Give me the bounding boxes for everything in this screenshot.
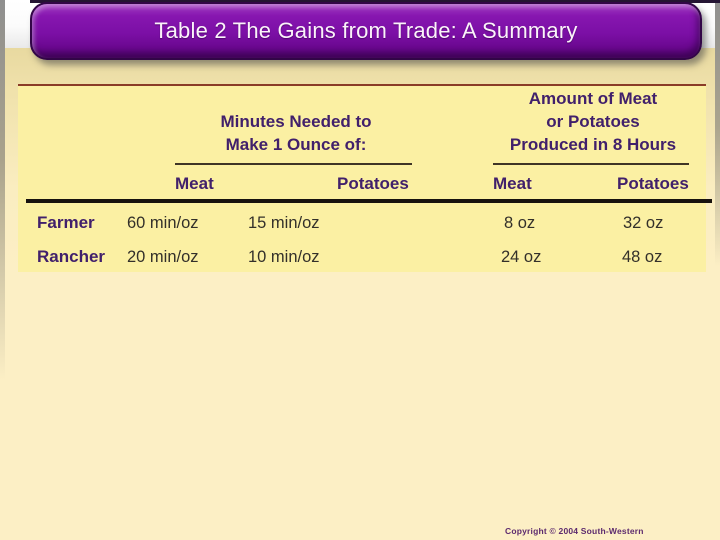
group-header-amount-line1: Amount of Meat — [528, 89, 658, 108]
top-border-line — [30, 0, 720, 3]
cell-farmer-potatoes-minutes: 15 min/oz — [248, 214, 320, 232]
cell-rancher-meat-amount: 24 oz — [501, 248, 542, 266]
left-edge-strip — [0, 0, 5, 400]
group-header-minutes: Minutes Needed to Make 1 Ounce of: — [146, 110, 446, 156]
group-header-minutes-line2: Make 1 Ounce of: — [225, 135, 367, 154]
group-header-minutes-line1: Minutes Needed to — [220, 112, 372, 131]
cell-rancher-potatoes-minutes: 10 min/oz — [248, 248, 320, 266]
cell-rancher-meat-minutes: 20 min/oz — [127, 248, 199, 266]
table-panel: Minutes Needed to Make 1 Ounce of: Amoun… — [18, 84, 712, 272]
cell-farmer-meat-amount: 8 oz — [504, 214, 536, 232]
copyright-notice: Copyright © 2004 South-Western — [505, 526, 644, 536]
group-header-amount: Amount of Meat or Potatoes Produced in 8… — [443, 87, 720, 156]
right-edge-strip — [715, 0, 720, 280]
cell-farmer-meat-minutes: 60 min/oz — [127, 214, 199, 232]
column-header-meat-minutes: Meat — [175, 174, 214, 193]
column-header-potatoes-minutes: Potatoes — [337, 174, 409, 193]
group-header-amount-line3: Produced in 8 Hours — [509, 135, 677, 154]
table-divider-rule — [26, 199, 712, 203]
cell-farmer-potatoes-amount: 32 oz — [623, 214, 664, 232]
row-label-rancher: Rancher — [37, 247, 106, 266]
group-underline-minutes — [175, 163, 412, 165]
column-header-potatoes-amount: Potatoes — [617, 174, 689, 193]
row-label-farmer: Farmer — [37, 213, 95, 232]
column-header-meat-amount: Meat — [493, 174, 532, 193]
group-header-amount-line2: or Potatoes — [546, 112, 640, 131]
group-underline-amount — [493, 163, 689, 165]
page-title: Table 2 The Gains from Trade: A Summary — [154, 18, 578, 43]
title-banner: Table 2 The Gains from Trade: A Summary — [30, 2, 702, 60]
cell-rancher-potatoes-amount: 48 oz — [622, 248, 663, 266]
